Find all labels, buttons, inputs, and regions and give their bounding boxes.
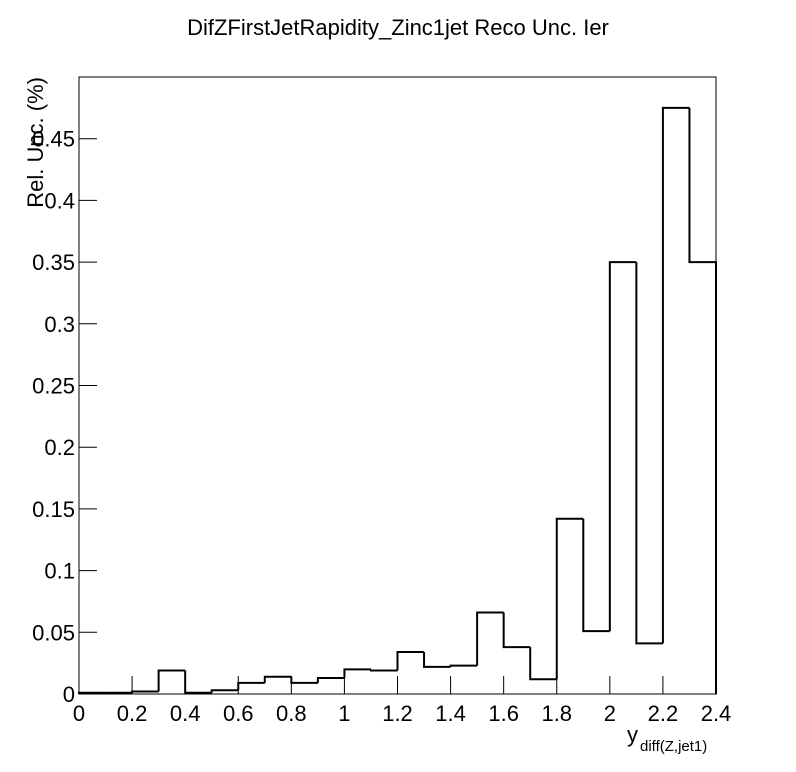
x-tick-label: 1 bbox=[338, 701, 350, 726]
y-tick-label: 0.05 bbox=[32, 620, 75, 645]
histogram-bin bbox=[688, 107, 717, 694]
y-tick-label: 0 bbox=[63, 682, 75, 707]
histogram-bin bbox=[661, 106, 690, 644]
histogram-bin bbox=[502, 612, 531, 649]
histogram-bin bbox=[131, 690, 159, 693]
histogram-bin bbox=[369, 669, 398, 672]
y-tick-label: 0.35 bbox=[32, 250, 75, 275]
x-axis-label-subscript: diff(Z,jet1) bbox=[640, 738, 707, 755]
x-tick-label: 0.8 bbox=[276, 701, 307, 726]
x-tick-label: 1.8 bbox=[541, 701, 572, 726]
histogram-bin bbox=[449, 664, 478, 667]
histogram-bin bbox=[157, 669, 186, 692]
histogram-bin bbox=[316, 676, 345, 683]
y-tick-label: 0.45 bbox=[32, 127, 75, 152]
histogram-bin bbox=[263, 675, 292, 683]
y-tick-label: 0.2 bbox=[44, 435, 75, 460]
x-tick-label: 0.2 bbox=[117, 701, 148, 726]
histogram-bin bbox=[290, 676, 318, 684]
histogram-bin bbox=[210, 689, 239, 693]
histogram-bin bbox=[635, 262, 663, 645]
x-axis-label: y bbox=[627, 722, 638, 747]
x-tick-label: 0.6 bbox=[223, 701, 254, 726]
histogram-bin bbox=[555, 517, 584, 680]
y-tick-label: 0.25 bbox=[32, 374, 75, 399]
histogram-bin bbox=[423, 652, 451, 668]
histogram-bin bbox=[476, 611, 504, 666]
y-axis-label: Rel. Unc. (%) bbox=[23, 77, 48, 208]
chart-title: DifZFirstJetRapidity_Zinc1jet Reco Unc. … bbox=[187, 15, 609, 40]
x-tick-label: 1.2 bbox=[382, 701, 413, 726]
y-tick-label: 0.3 bbox=[44, 312, 75, 337]
x-tick-label: 0 bbox=[73, 701, 85, 726]
x-tick-label: 2 bbox=[604, 701, 616, 726]
histogram-bin bbox=[184, 670, 212, 694]
histogram-bin bbox=[396, 651, 425, 671]
y-tick-label: 0.1 bbox=[44, 559, 75, 584]
histogram-bin bbox=[608, 261, 637, 632]
x-tick-label: 2.2 bbox=[648, 701, 679, 726]
histogram-bin bbox=[582, 518, 610, 633]
histogram-bin bbox=[343, 668, 371, 678]
y-tick-label: 0.15 bbox=[32, 497, 75, 522]
x-tick-label: 1.6 bbox=[488, 701, 519, 726]
histogram-bin bbox=[529, 647, 557, 681]
x-tick-label: 1.4 bbox=[435, 701, 466, 726]
x-tick-label: 2.4 bbox=[701, 701, 732, 726]
histogram-bin bbox=[237, 681, 265, 691]
histogram-bin bbox=[78, 691, 106, 694]
x-tick-label: 0.4 bbox=[170, 701, 201, 726]
y-tick-label: 0.4 bbox=[44, 188, 75, 213]
